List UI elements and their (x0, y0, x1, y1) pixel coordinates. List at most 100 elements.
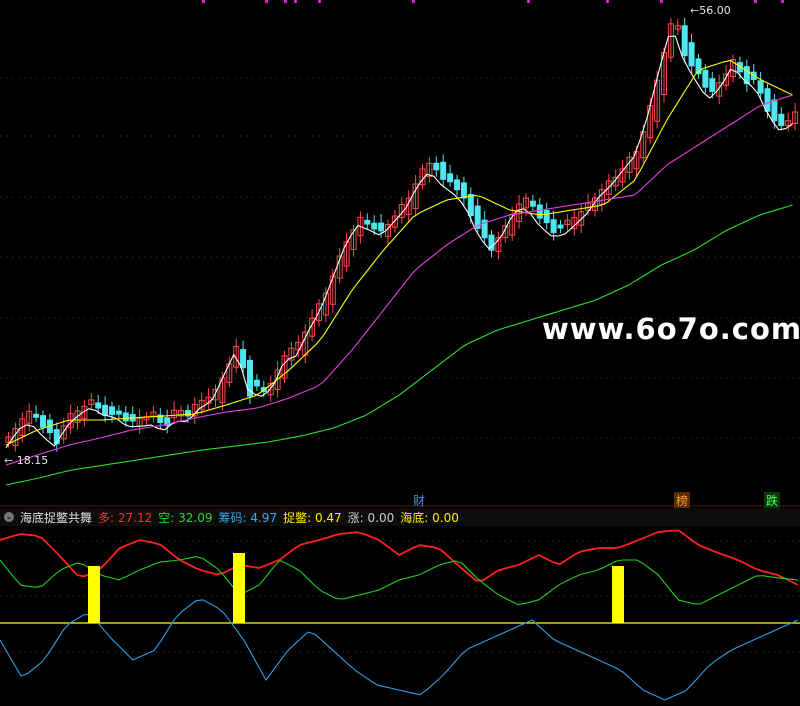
candle-body (467, 193, 474, 217)
candle-body (95, 402, 102, 409)
candle-body (267, 382, 274, 396)
candle-body (350, 229, 357, 250)
candle-body (309, 317, 316, 337)
candle-body (564, 219, 571, 226)
candle-body (488, 234, 495, 251)
indicator-name[interactable]: 海底捉鳖共舞 (20, 510, 93, 525)
indicator-value-chouma: 筹码: 4.97 (218, 510, 278, 525)
candle-body (357, 216, 364, 237)
candle-body (502, 225, 509, 238)
candle-body (640, 131, 647, 159)
candle-body (178, 410, 184, 417)
zhuobie-signal-bar (612, 566, 624, 623)
candle-body (447, 173, 454, 183)
candle-body (578, 211, 585, 226)
candle-body (454, 179, 460, 191)
candle-body (164, 417, 171, 426)
candle-body (371, 222, 378, 230)
min-price-label: ← 18.15 (4, 454, 49, 467)
candle-body (736, 62, 743, 73)
candle-body (688, 42, 695, 67)
top-marker (202, 0, 205, 3)
indicator-value-zhuobie: 捉鳖: 0.47 (283, 510, 342, 525)
collapse-toggle-icon[interactable]: ⌄ (4, 512, 14, 522)
candle-body (536, 204, 543, 219)
candle-body (378, 222, 385, 232)
candle-body (612, 176, 619, 187)
candle-body (550, 219, 557, 234)
top-marker (781, 0, 784, 3)
candle-body (702, 69, 709, 88)
candle-body (792, 111, 799, 124)
candle-body (316, 303, 322, 322)
indicator-value-zhang: 涨: 0.00 (347, 510, 395, 525)
zhuobie-signal-bar (233, 553, 245, 623)
candle-body (605, 180, 612, 195)
candle-body (716, 82, 723, 97)
ma-yellow-line (5, 59, 793, 446)
candle-body (743, 66, 750, 85)
candle-body (474, 205, 481, 229)
candle-body (440, 161, 447, 180)
candle-body (543, 210, 550, 224)
candle-body (523, 197, 529, 209)
candle-body (233, 346, 240, 368)
candle-body (412, 183, 419, 210)
candle-body (115, 410, 122, 415)
candle-body (592, 197, 598, 211)
candle-body (495, 237, 502, 252)
candle-body (667, 23, 674, 58)
candle-body (674, 25, 681, 30)
top-marker (527, 0, 530, 3)
kong-line (0, 556, 799, 606)
candle-body (74, 410, 81, 423)
candle-body (709, 78, 716, 92)
candle-body (288, 347, 295, 361)
candle-body (171, 409, 178, 419)
top-marker (318, 0, 321, 3)
event-marker-cai[interactable]: 财 (413, 494, 426, 508)
candle-body (364, 219, 371, 225)
candle-body (19, 418, 26, 437)
candle-body (343, 241, 350, 267)
event-marker-bang[interactable]: 榜 (674, 492, 691, 509)
candle-body (240, 349, 247, 369)
indicator-value-kong: 空: 32.09 (158, 510, 213, 525)
candle-body (681, 25, 688, 57)
candle-body (771, 99, 778, 122)
candle-body (274, 369, 281, 390)
event-marker-die[interactable]: 跌 (764, 492, 781, 509)
candle-body (730, 59, 736, 77)
candle-body (157, 414, 164, 424)
candle-body (529, 200, 536, 207)
watermark: www.6o7o.com (542, 312, 800, 346)
top-marker (606, 0, 609, 3)
candle-body (391, 215, 398, 228)
top-marker (265, 0, 268, 3)
candle-body (102, 404, 109, 416)
candle-body (619, 168, 626, 183)
candle-body (88, 399, 95, 405)
indicator-value-duo: 多: 27.12 (98, 510, 153, 525)
candle-body (53, 429, 60, 445)
chouma-line (0, 599, 799, 701)
duo-line (0, 529, 799, 586)
candle-body (33, 413, 40, 418)
candle-body (764, 88, 771, 112)
ma-white-line (5, 35, 793, 449)
candle-body (109, 406, 115, 415)
candle-body (26, 410, 33, 424)
top-marker (284, 0, 287, 3)
max-price-label: ←56.00 (690, 4, 731, 17)
candle-body (122, 412, 129, 422)
ma-green-line (5, 204, 793, 486)
candle-body (557, 224, 564, 229)
candle-body (757, 80, 764, 94)
candle-body (460, 182, 467, 199)
candle-body (184, 410, 191, 417)
zhuobie-signal-bar (88, 566, 100, 623)
indicator-header: ⌄ 海底捉鳖共舞 多: 27.12 空: 32.09 筹码: 4.97 捉鳖: … (0, 508, 800, 526)
candle-body (329, 275, 336, 305)
candle-body (322, 292, 329, 316)
